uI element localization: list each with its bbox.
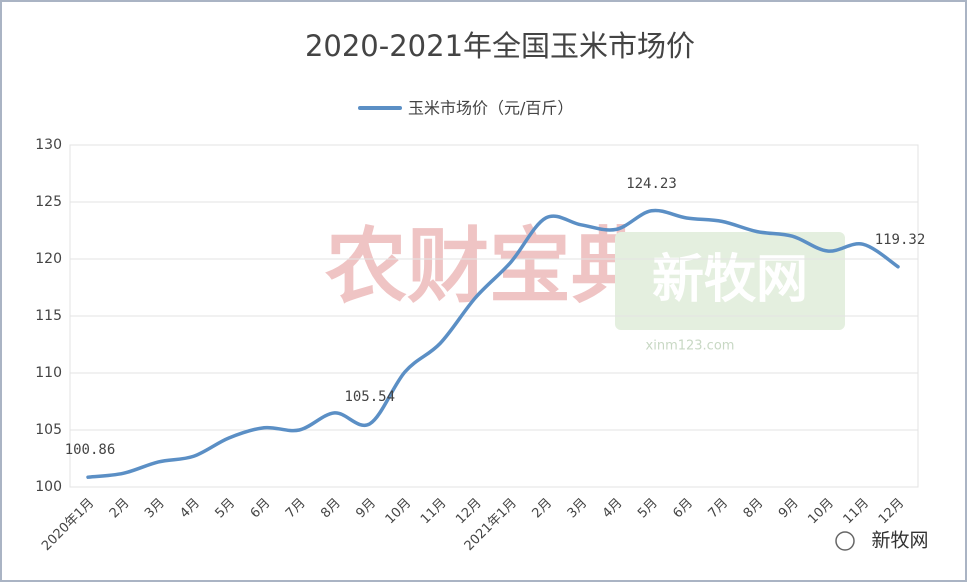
- y-tick-label: 105: [35, 422, 62, 438]
- data-label: 124.23: [626, 176, 677, 192]
- watermark: 新牧网: [652, 250, 808, 310]
- y-tick-label: 120: [35, 251, 62, 267]
- watermark: 农财宝典: [325, 219, 653, 314]
- y-tick-label: 125: [35, 194, 62, 210]
- data-label: 105.54: [344, 389, 395, 405]
- y-tick-label: 130: [35, 137, 62, 153]
- watermark: 新牧网: [871, 530, 928, 552]
- data-label: 100.86: [65, 442, 116, 458]
- data-label: 119.32: [875, 232, 926, 248]
- watermark: xinm123.com: [646, 339, 735, 354]
- y-tick-label: 115: [35, 308, 62, 324]
- legend-label: 玉米市场价（元/百斤）: [408, 99, 573, 118]
- wechat-icon: [835, 531, 855, 551]
- watermark-box: [615, 232, 845, 330]
- y-tick-label: 100: [35, 479, 62, 495]
- chart-title: 2020-2021年全国玉米市场价: [305, 29, 695, 63]
- series-line: [86, 208, 900, 479]
- y-tick-label: 110: [35, 365, 62, 381]
